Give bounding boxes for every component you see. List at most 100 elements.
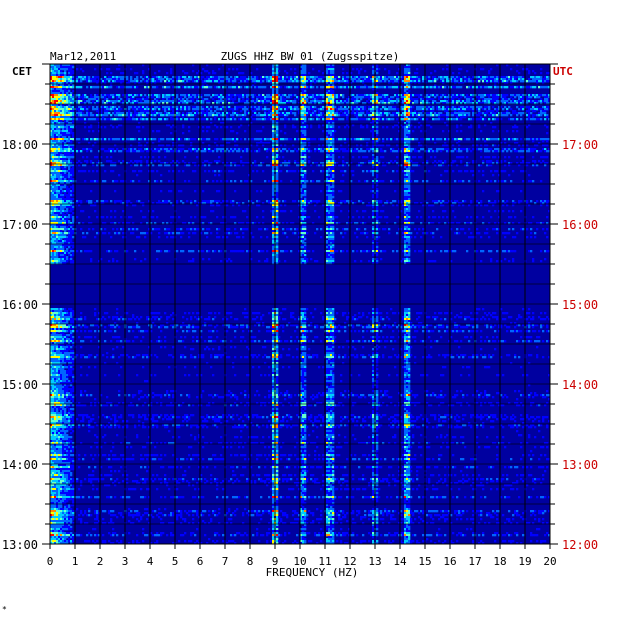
heatmap-cell: [246, 98, 249, 101]
heatmap-cell: [204, 70, 207, 73]
heatmap-cell: [380, 150, 383, 153]
heatmap-cell: [300, 126, 303, 129]
heatmap-cell: [260, 138, 263, 141]
heatmap-cell: [298, 108, 301, 111]
heatmap-cell: [432, 108, 435, 111]
heatmap-cell: [394, 86, 397, 89]
heatmap-cell: [158, 78, 161, 81]
heatmap-cell: [54, 152, 57, 155]
heatmap-cell: [144, 100, 147, 103]
heatmap-cell: [420, 96, 423, 99]
heatmap-cell: [212, 94, 215, 97]
heatmap-cell: [134, 106, 137, 109]
heatmap-cell: [262, 144, 265, 147]
heatmap-cell: [458, 138, 461, 141]
heatmap-cell: [538, 96, 541, 99]
heatmap-cell: [246, 150, 249, 153]
heatmap-cell: [438, 160, 441, 163]
heatmap-cell: [484, 148, 487, 151]
heatmap-cell: [72, 100, 75, 103]
heatmap-cell: [340, 108, 343, 111]
heatmap-cell: [522, 144, 525, 147]
heatmap-cell: [50, 92, 53, 95]
heatmap-cell: [72, 118, 75, 121]
heatmap-cell: [272, 86, 275, 89]
heatmap-cell: [484, 78, 487, 81]
heatmap-cell: [404, 114, 407, 117]
heatmap-cell: [306, 148, 309, 151]
heatmap-cell: [382, 144, 385, 147]
heatmap-cell: [326, 146, 329, 149]
heatmap-cell: [214, 138, 217, 141]
heatmap-cell: [62, 84, 65, 87]
heatmap-cell: [166, 78, 169, 81]
heatmap-cell: [52, 120, 55, 123]
heatmap-cell: [68, 98, 71, 101]
heatmap-cell: [404, 96, 407, 99]
heatmap-cell: [70, 128, 73, 131]
heatmap-cell: [402, 148, 405, 151]
heatmap-cell: [206, 78, 209, 81]
heatmap-cell: [158, 114, 161, 117]
heatmap-cell: [328, 122, 331, 125]
heatmap-cell: [432, 150, 435, 153]
heatmap-cell: [122, 80, 125, 83]
heatmap-cell: [204, 160, 207, 163]
heatmap-cell: [518, 98, 521, 101]
heatmap-cell: [144, 80, 147, 83]
heatmap-cell: [420, 98, 423, 101]
heatmap-cell: [296, 86, 299, 89]
heatmap-cell: [136, 94, 139, 97]
heatmap-cell: [56, 76, 59, 79]
heatmap-cell: [376, 110, 379, 113]
heatmap-cell: [494, 102, 497, 105]
heatmap-cell: [454, 148, 457, 151]
heatmap-cell: [438, 98, 441, 101]
heatmap-cell: [226, 98, 229, 101]
heatmap-cell: [170, 72, 173, 75]
heatmap-cell: [416, 114, 419, 117]
heatmap-cell: [230, 86, 233, 89]
heatmap-cell: [172, 118, 175, 121]
heatmap-cell: [56, 112, 59, 115]
heatmap-cell: [360, 110, 363, 113]
heatmap-cell: [114, 108, 117, 111]
heatmap-cell: [262, 80, 265, 83]
heatmap-cell: [250, 138, 253, 141]
heatmap-cell: [60, 90, 63, 93]
heatmap-cell: [182, 148, 185, 151]
heatmap-cell: [306, 106, 309, 109]
heatmap-cell: [302, 150, 305, 153]
heatmap-cell: [278, 106, 281, 109]
heatmap-cell: [152, 118, 155, 121]
heatmap-cell: [334, 150, 337, 153]
heatmap-cell: [546, 86, 549, 89]
heatmap-cell: [344, 148, 347, 151]
heatmap-cell: [300, 138, 303, 141]
heatmap-cell: [86, 110, 89, 113]
heatmap-cell: [64, 106, 67, 109]
heatmap-cell: [80, 114, 83, 117]
heatmap-cell: [512, 130, 515, 133]
heatmap-cell: [430, 72, 433, 75]
heatmap-cell: [390, 86, 393, 89]
heatmap-cell: [54, 84, 57, 87]
heatmap-cell: [302, 160, 305, 163]
heatmap-cell: [166, 124, 169, 127]
heatmap-cell: [406, 112, 409, 115]
heatmap-cell: [96, 96, 99, 99]
heatmap-cell: [258, 148, 261, 151]
heatmap-cell: [122, 112, 125, 115]
heatmap-cell: [296, 80, 299, 83]
heatmap-cell: [52, 132, 55, 135]
heatmap-cell: [128, 106, 131, 109]
heatmap-cell: [426, 108, 429, 111]
heatmap-cell: [446, 124, 449, 127]
heatmap-cell: [472, 160, 475, 163]
heatmap-cell: [76, 100, 79, 103]
heatmap-cell: [168, 86, 171, 89]
heatmap-cell: [82, 76, 85, 79]
heatmap-cell: [108, 118, 111, 121]
heatmap-cell: [404, 88, 407, 91]
heatmap-cell: [232, 112, 235, 115]
